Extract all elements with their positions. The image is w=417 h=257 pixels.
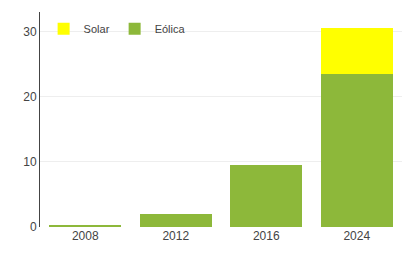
svg-text:Eólica: Eólica: [155, 23, 186, 35]
svg-text:2024: 2024: [343, 229, 370, 243]
svg-text:10: 10: [23, 155, 37, 169]
svg-text:20: 20: [23, 90, 37, 104]
svg-text:2016: 2016: [253, 229, 280, 243]
svg-text:2008: 2008: [72, 229, 99, 243]
svg-text:2012: 2012: [162, 229, 189, 243]
svg-text:30: 30: [23, 25, 37, 39]
svg-text:0: 0: [30, 220, 37, 234]
svg-text:Solar: Solar: [84, 23, 110, 35]
